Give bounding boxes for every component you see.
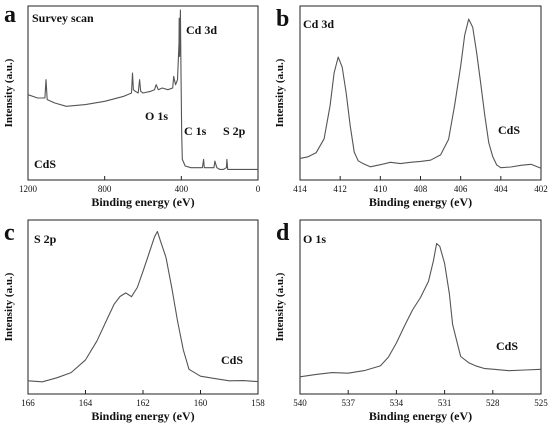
sample-label: CdS <box>221 353 243 367</box>
x-tick-label: 540 <box>293 398 307 408</box>
x-tick-label: 166 <box>21 398 35 408</box>
sample-label: CdS <box>498 123 520 137</box>
y-axis-label: Intensity (a.u.) <box>274 272 286 341</box>
spectrum-line <box>27 9 258 170</box>
peak-label: C 1s <box>184 124 207 138</box>
sample-label: CdS <box>34 157 56 171</box>
panel-letter: a <box>4 2 16 28</box>
x-axis-label: Binding energy (eV) <box>369 409 472 423</box>
panel-d: 540 537 534 531 528 525 Binding energy (eV) Int… <box>274 219 548 423</box>
plot-frame <box>27 5 259 181</box>
panel-letter: b <box>276 6 289 32</box>
y-axis-label: Intensity (a.u.) <box>3 58 15 127</box>
x-tick-label: 406 <box>454 184 468 194</box>
x-tick-label: 414 <box>293 184 307 194</box>
panel-label: S 2p <box>34 232 57 246</box>
x-tick-label: 158 <box>251 398 265 408</box>
x-tick-label: 534 <box>390 398 404 408</box>
x-axis-label: Binding energy (eV) <box>91 409 194 423</box>
panel-letter: c <box>4 220 15 246</box>
panel-letter: d <box>276 220 290 246</box>
x-tick-label: 160 <box>194 398 208 408</box>
panel-c: 166 164 162 160 158 Binding energy (eV) Intens… <box>3 219 265 423</box>
x-tick-label: 537 <box>341 398 355 408</box>
sample-label: CdS <box>496 339 518 353</box>
spectrum-line <box>27 230 259 383</box>
panel-label: Cd 3d <box>303 17 334 31</box>
peak-label: O 1s <box>145 109 168 123</box>
x-axis-label: Binding energy (eV) <box>369 195 472 209</box>
plot-frame <box>299 219 542 395</box>
x-tick-label: 528 <box>486 398 500 408</box>
peak-label: Cd 3d <box>186 23 217 37</box>
x-tick-label: 525 <box>534 398 548 408</box>
x-tick-label: 410 <box>374 184 388 194</box>
plot-frame <box>27 219 259 395</box>
spectrum-line <box>299 242 542 378</box>
x-tick-label: 408 <box>414 184 428 194</box>
x-tick-label: 400 <box>175 184 189 194</box>
x-tick-label: 1200 <box>19 184 38 194</box>
x-tick-label: 404 <box>494 184 508 194</box>
panel-label: Survey scan <box>32 11 94 25</box>
x-tick-label: 402 <box>534 184 548 194</box>
x-tick-label: 412 <box>333 184 347 194</box>
panel-a: 1200 800 400 0 Binding energy (eV) Intensity … <box>3 2 261 209</box>
plot-frame <box>299 5 542 181</box>
x-tick-label: 531 <box>438 398 452 408</box>
x-tick-label: 162 <box>136 398 150 408</box>
x-tick-label: 164 <box>79 398 93 408</box>
x-axis-label: Binding energy (eV) <box>91 195 194 209</box>
y-axis-label: Intensity (a.u.) <box>3 272 15 341</box>
y-axis-label: Intensity (a.u.) <box>274 58 286 127</box>
x-tick-label: 0 <box>256 184 261 194</box>
x-tick-label: 800 <box>98 184 112 194</box>
spectrum-line <box>299 18 542 169</box>
panel-b: 414 412 410 408 406 404 402 Binding energy (eV)… <box>274 5 548 209</box>
peak-label: S 2p <box>223 124 246 138</box>
panel-label: O 1s <box>303 232 326 246</box>
